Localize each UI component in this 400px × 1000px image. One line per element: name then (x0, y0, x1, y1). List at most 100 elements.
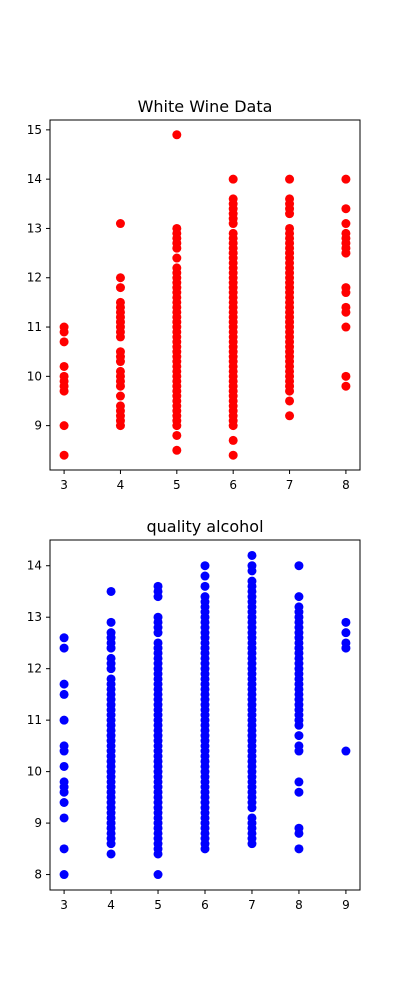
scatter-point (115, 297, 125, 307)
scatter-point (247, 813, 257, 823)
y-tick-label: 14 (27, 172, 42, 186)
scatter-point (228, 450, 238, 460)
scatter-point (153, 870, 163, 880)
scatter-point (172, 263, 182, 273)
scatter-point (59, 322, 69, 332)
x-tick-label: 4 (107, 898, 115, 912)
scatter-point (153, 581, 163, 591)
scatter-point (341, 302, 351, 312)
scatter-point (341, 204, 351, 214)
x-tick-label: 8 (295, 898, 303, 912)
white-wine-scatter-panel: White Wine Data 3 4 5 6 7 8 9 10 11 12 13 14 15 (27, 97, 361, 492)
scatter-point (59, 761, 69, 771)
scatter-point (59, 741, 69, 751)
scatter-point (200, 581, 210, 591)
scatter-point (59, 633, 69, 643)
scatter-point (341, 638, 351, 648)
y-axis: 9 10 11 12 13 14 15 (27, 123, 50, 433)
scatter-point (285, 194, 295, 204)
scatter-point (115, 401, 125, 411)
scatter-point (294, 561, 304, 571)
scatter-point (59, 813, 69, 823)
scatter-point (59, 689, 69, 699)
x-tick-label: 5 (173, 478, 181, 492)
scatter-point (172, 223, 182, 233)
plot-area-frame (49, 119, 361, 471)
scatter-point (153, 612, 163, 622)
scatter-point (172, 430, 182, 440)
scatter-point (200, 571, 210, 581)
scatter-point (115, 283, 125, 293)
scatter-point (294, 777, 304, 787)
scatter-point (59, 371, 69, 381)
x-axis: 3 4 5 6 7 8 9 (60, 890, 350, 912)
x-tick-label: 7 (286, 478, 294, 492)
scatter-point (341, 381, 351, 391)
scatter-point (341, 746, 351, 756)
scatter-point (153, 638, 163, 648)
x-tick-label: 6 (229, 478, 237, 492)
y-tick-label: 10 (27, 369, 42, 383)
scatter-point (341, 617, 351, 627)
scatter-point (106, 586, 116, 596)
data-points (59, 130, 351, 460)
scatter-point (294, 731, 304, 741)
scatter-point (294, 787, 304, 797)
scatter-point (106, 849, 116, 859)
scatter-point (200, 561, 210, 571)
x-tick-label: 6 (201, 898, 209, 912)
quality-alcohol-scatter-panel: quality alcohol 3 4 5 6 7 8 9 8 9 10 11 12 13 14 (27, 517, 361, 912)
scatter-point (294, 741, 304, 751)
x-tick-label: 7 (248, 898, 256, 912)
scatter-point (341, 283, 351, 293)
y-tick-label: 13 (27, 610, 42, 624)
scatter-point (341, 322, 351, 332)
scatter-point (285, 223, 295, 233)
data-points (59, 550, 351, 880)
y-tick-label: 13 (27, 221, 42, 235)
scatter-point (59, 421, 69, 431)
scatter-point (247, 550, 257, 560)
scatter-point (341, 219, 351, 229)
scatter-point (106, 653, 116, 663)
scatter-point (59, 870, 69, 880)
x-tick-label: 5 (154, 898, 162, 912)
chart-title: quality alcohol (146, 517, 263, 536)
scatter-point (341, 371, 351, 381)
scatter-point (59, 844, 69, 854)
scatter-point (228, 174, 238, 184)
scatter-point (115, 366, 125, 376)
scatter-point (200, 592, 210, 602)
scatter-point (341, 228, 351, 238)
scatter-point (106, 628, 116, 638)
scatter-point (115, 347, 125, 357)
chart-title: White Wine Data (138, 97, 273, 116)
y-tick-label: 8 (34, 868, 42, 882)
scatter-point (341, 174, 351, 184)
x-tick-label: 8 (342, 478, 350, 492)
scatter-point (106, 617, 116, 627)
y-axis: 8 9 10 11 12 13 14 (27, 559, 50, 882)
y-tick-label: 14 (27, 559, 42, 573)
scatter-point (294, 592, 304, 602)
scatter-point (247, 576, 257, 586)
scatter-point (115, 219, 125, 229)
y-tick-label: 12 (27, 662, 42, 676)
scatter-point (228, 228, 238, 238)
scatter-point (59, 679, 69, 689)
x-tick-label: 4 (117, 478, 125, 492)
scatter-point (228, 435, 238, 445)
y-tick-label: 12 (27, 271, 42, 285)
scatter-point (294, 844, 304, 854)
y-tick-label: 11 (27, 320, 42, 334)
scatter-point (115, 391, 125, 401)
x-tick-label: 9 (342, 898, 350, 912)
y-tick-label: 10 (27, 765, 42, 779)
scatter-point (115, 273, 125, 283)
scatter-point (172, 130, 182, 140)
scatter-point (59, 643, 69, 653)
scatter-point (106, 674, 116, 684)
scatter-point (59, 450, 69, 460)
y-tick-label: 11 (27, 713, 42, 727)
